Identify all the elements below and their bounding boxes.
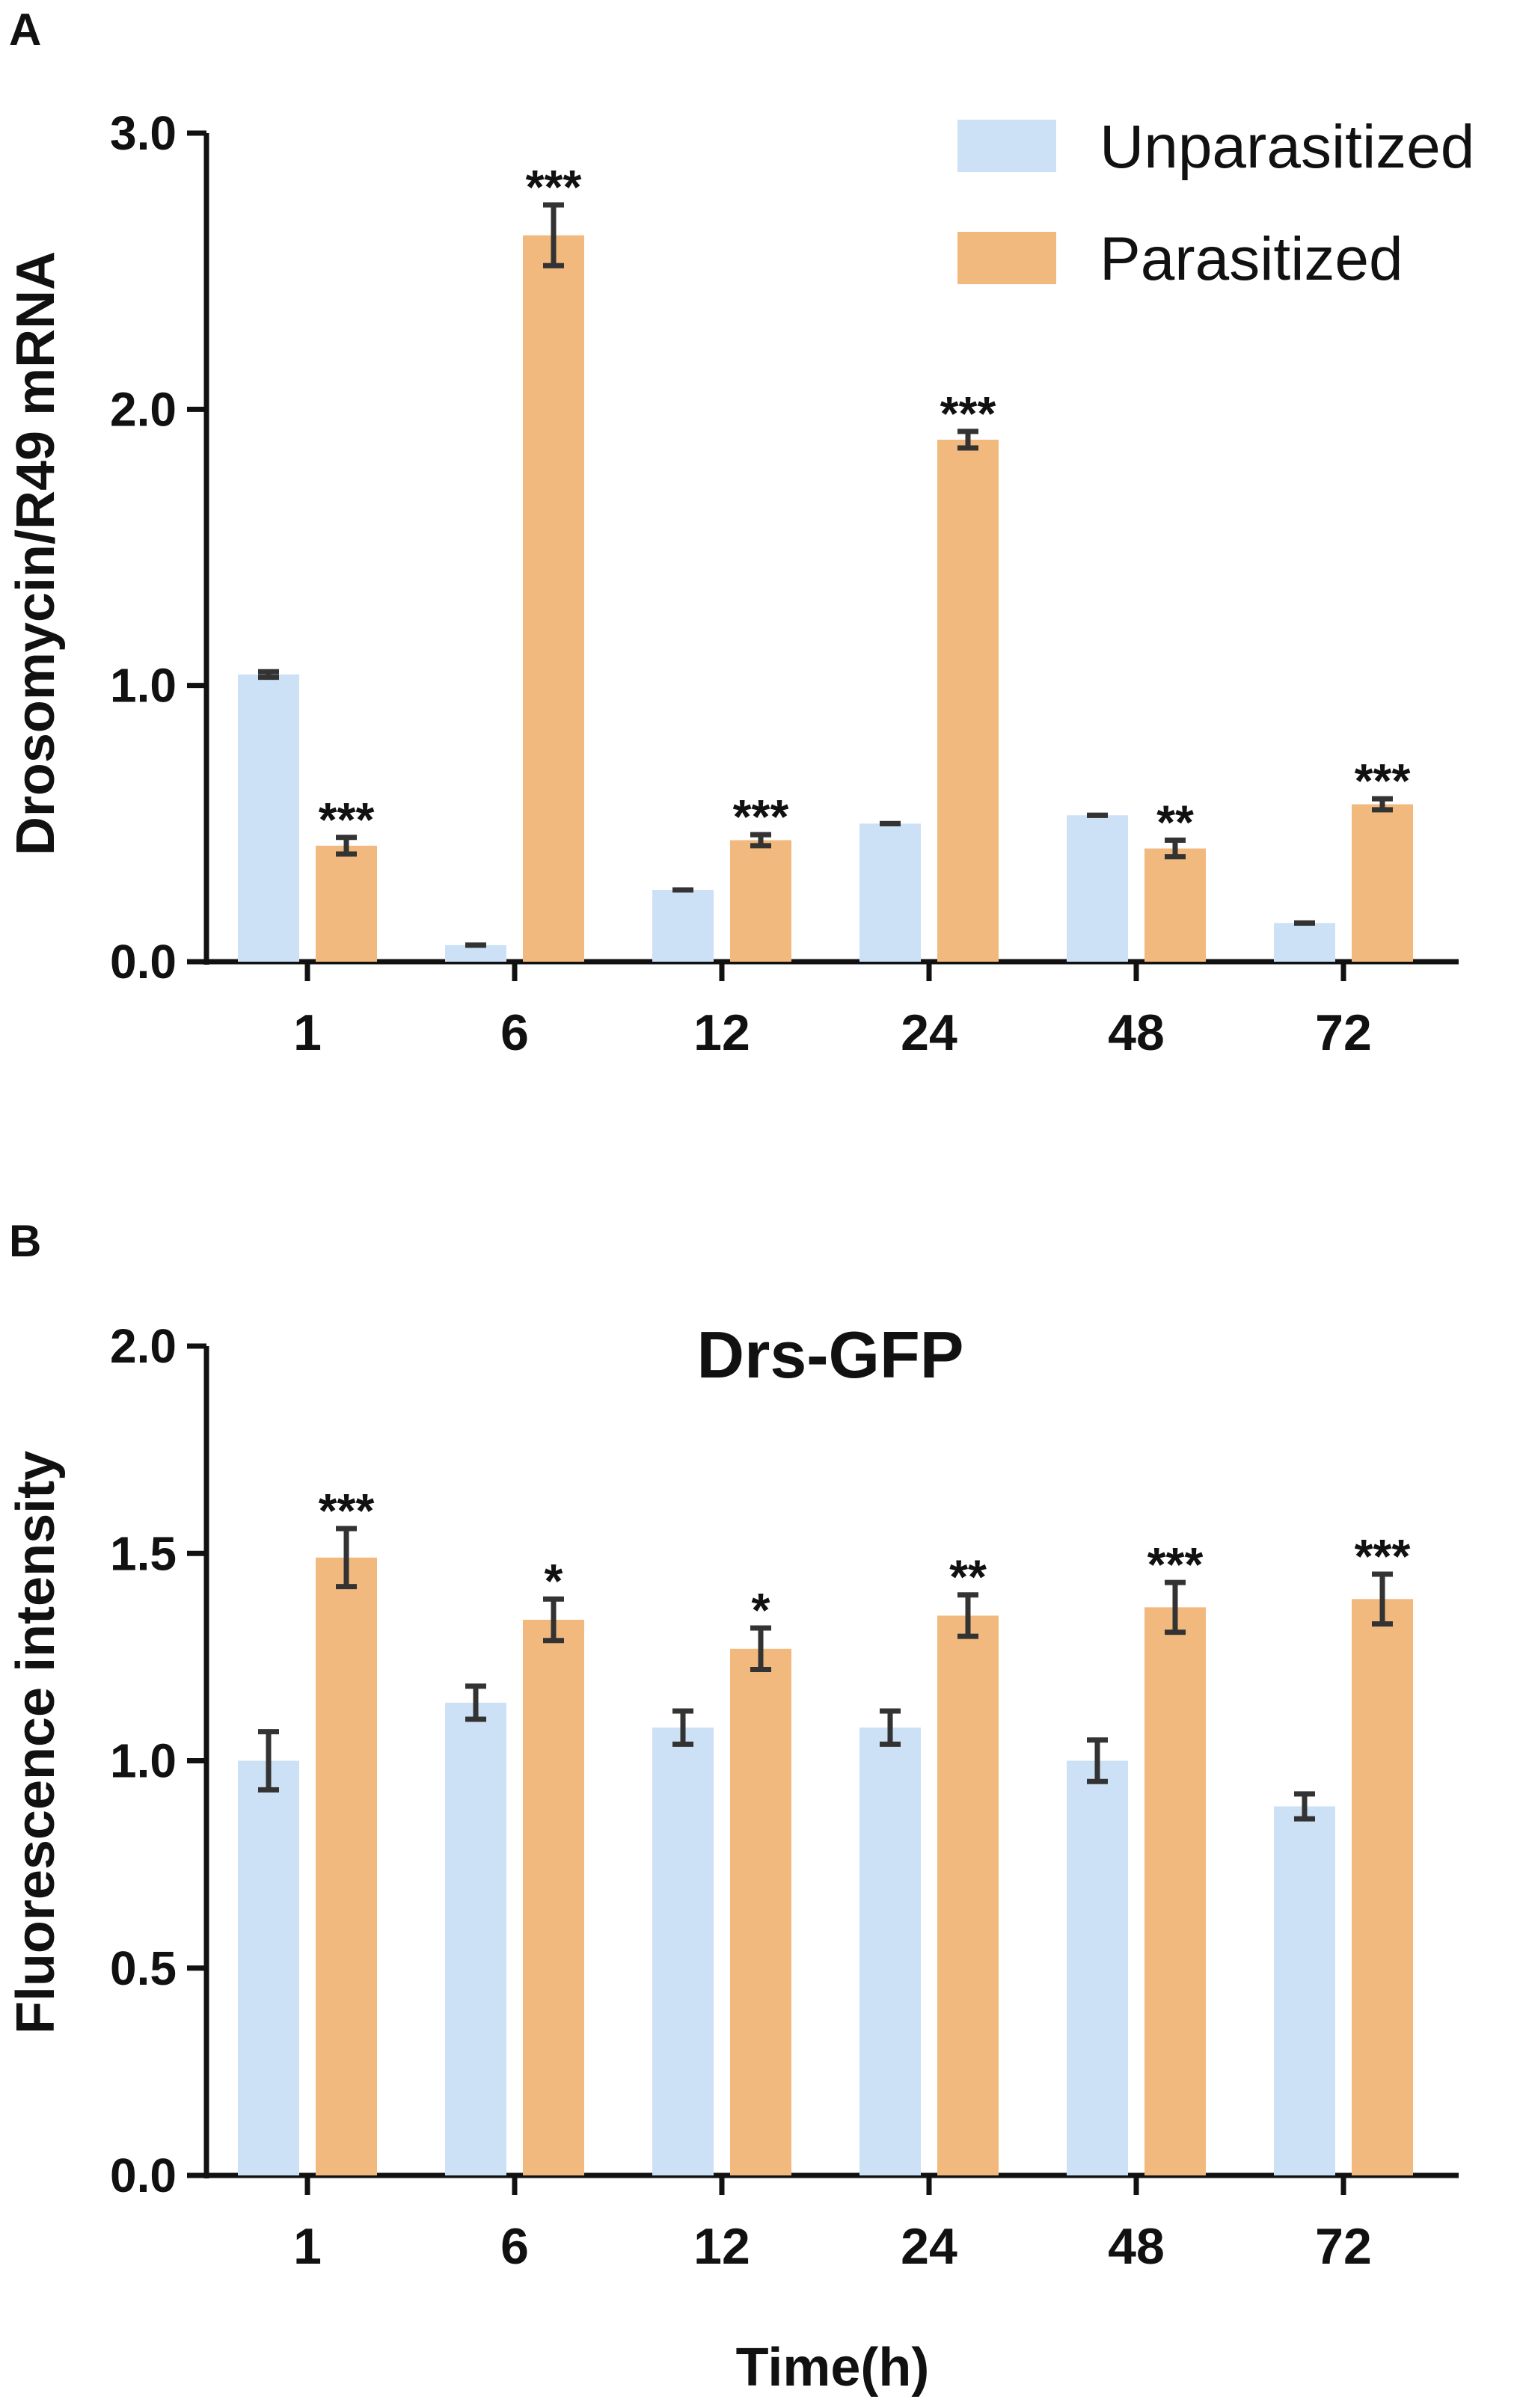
error-bar bbox=[336, 1526, 357, 1590]
bar-unparasitized bbox=[859, 1727, 921, 2175]
significance-marker: ** bbox=[1156, 795, 1194, 849]
y-tick-label: 2.0 bbox=[110, 1319, 177, 1373]
bar-parasitized bbox=[316, 845, 377, 962]
error-bar bbox=[1087, 1737, 1108, 1784]
error-bar bbox=[957, 429, 978, 451]
x-tick-label: 72 bbox=[1315, 2218, 1372, 2275]
bar-unparasitized bbox=[238, 1760, 299, 2175]
x-tick-label: 1 bbox=[293, 2218, 322, 2275]
bar-unparasitized bbox=[445, 1702, 506, 2175]
bar-parasitized bbox=[1144, 848, 1206, 962]
x-tick-label: 1 bbox=[293, 1004, 322, 1061]
panel-label-a: A bbox=[9, 4, 41, 55]
legend-swatch-parasitized bbox=[957, 232, 1056, 284]
error-bar bbox=[1165, 1579, 1186, 1635]
bar-parasitized bbox=[937, 1615, 999, 2175]
x-axis-title: Time(h) bbox=[736, 2338, 930, 2398]
bar-parasitized bbox=[523, 1619, 584, 2175]
x-tick-label: 6 bbox=[500, 1004, 529, 1061]
y-tick-label: 1.0 bbox=[110, 1734, 177, 1788]
significance-marker: * bbox=[752, 1583, 770, 1637]
y-axis-title-b: Fluorescence intensity bbox=[6, 1451, 66, 2034]
significance-marker: *** bbox=[1147, 1538, 1204, 1591]
y-tick-label: 3.0 bbox=[110, 106, 177, 160]
x-tick-label: 12 bbox=[693, 1004, 750, 1061]
bar-unparasitized bbox=[238, 674, 299, 962]
bar-unparasitized bbox=[445, 945, 506, 962]
error-bar bbox=[1372, 1571, 1393, 1627]
significance-marker: *** bbox=[526, 160, 582, 214]
significance-marker: * bbox=[545, 1554, 563, 1608]
error-bar bbox=[258, 669, 279, 681]
y-tick-label: 1.0 bbox=[110, 659, 177, 713]
x-tick-label: 24 bbox=[901, 1004, 957, 1061]
panel-a: A Drosomycin/R49 mRNA 0.01.02.03.0 *****… bbox=[6, 4, 1474, 1061]
bar-parasitized bbox=[937, 439, 999, 962]
bars-b: ******* *** *** bbox=[238, 1484, 1413, 2175]
error-bar bbox=[750, 832, 771, 849]
significance-marker: *** bbox=[319, 1484, 375, 1538]
y-ticks-a: 0.0 1.0 2.0 3.0 bbox=[110, 106, 206, 989]
y-tick-label: 0.0 bbox=[110, 935, 177, 989]
error-bar bbox=[465, 1683, 486, 1722]
error-bar bbox=[258, 1729, 279, 1793]
bars-a: ***************** bbox=[238, 160, 1413, 962]
error-bar bbox=[957, 1592, 978, 1639]
x-tick-label: 12 bbox=[693, 2218, 750, 2275]
y-tick-label: 1.5 bbox=[110, 1526, 177, 1580]
bar-unparasitized bbox=[1067, 815, 1128, 962]
legend-label-unparasitized: Unparasitized bbox=[1100, 113, 1474, 181]
bar-unparasitized bbox=[1067, 1760, 1128, 2175]
significance-marker: ** bbox=[949, 1550, 987, 1604]
y-axis-title-a: Drosomycin/R49 mRNA bbox=[6, 251, 66, 856]
chart-title-b: Drs-GFP bbox=[697, 1318, 964, 1392]
bar-parasitized bbox=[730, 840, 791, 962]
x-tick-labels-a: 1 6 12 24 48 72 bbox=[293, 962, 1372, 1061]
bar-unparasitized bbox=[652, 889, 714, 962]
x-tick-labels-b: 1 6 12 24 48 72 bbox=[293, 2175, 1372, 2275]
legend-label-parasitized: Parasitized bbox=[1100, 225, 1403, 293]
x-tick-label: 6 bbox=[500, 2218, 529, 2275]
legend-swatch-unparasitized bbox=[957, 120, 1056, 172]
error-bar bbox=[1372, 796, 1393, 813]
bar-unparasitized bbox=[1274, 923, 1335, 962]
significance-marker: *** bbox=[940, 387, 996, 440]
error-bar bbox=[543, 202, 564, 268]
error-bar bbox=[1294, 1791, 1315, 1822]
y-tick-label: 0.5 bbox=[110, 1941, 177, 1995]
y-tick-label: 2.0 bbox=[110, 382, 177, 436]
bar-unparasitized bbox=[652, 1727, 714, 2175]
x-tick-label: 48 bbox=[1108, 1004, 1165, 1061]
bar-parasitized bbox=[1144, 1607, 1206, 2175]
error-bar bbox=[880, 1708, 901, 1747]
x-tick-label: 24 bbox=[901, 2218, 957, 2275]
error-bar bbox=[543, 1596, 564, 1644]
error-bar bbox=[672, 1708, 693, 1747]
error-bar bbox=[336, 835, 357, 857]
bar-parasitized bbox=[316, 1557, 377, 2175]
bar-unparasitized bbox=[859, 823, 921, 962]
panel-b: B Drs-GFP Fluorescence intensity 0.0 0.5 1… bbox=[6, 1216, 1459, 2398]
y-tick-label: 0.0 bbox=[110, 2149, 177, 2202]
bar-parasitized bbox=[1352, 1599, 1413, 2175]
significance-marker: *** bbox=[319, 793, 375, 847]
panel-label-b: B bbox=[9, 1216, 41, 1266]
bar-parasitized bbox=[1352, 804, 1413, 962]
significance-marker: *** bbox=[733, 790, 789, 844]
y-ticks-b: 0.0 0.5 1.0 1.5 2.0 bbox=[110, 1319, 206, 2202]
error-bar bbox=[1165, 837, 1186, 860]
x-tick-label: 72 bbox=[1315, 1004, 1372, 1061]
x-tick-label: 48 bbox=[1108, 2218, 1165, 2275]
bar-parasitized bbox=[730, 1648, 791, 2175]
error-bar bbox=[750, 1625, 771, 1673]
significance-marker: *** bbox=[1355, 1529, 1411, 1583]
significance-marker: *** bbox=[1355, 754, 1411, 808]
bar-unparasitized bbox=[1274, 1806, 1335, 2175]
bar-parasitized bbox=[523, 235, 584, 962]
legend: Unparasitized Parasitized bbox=[957, 113, 1474, 293]
